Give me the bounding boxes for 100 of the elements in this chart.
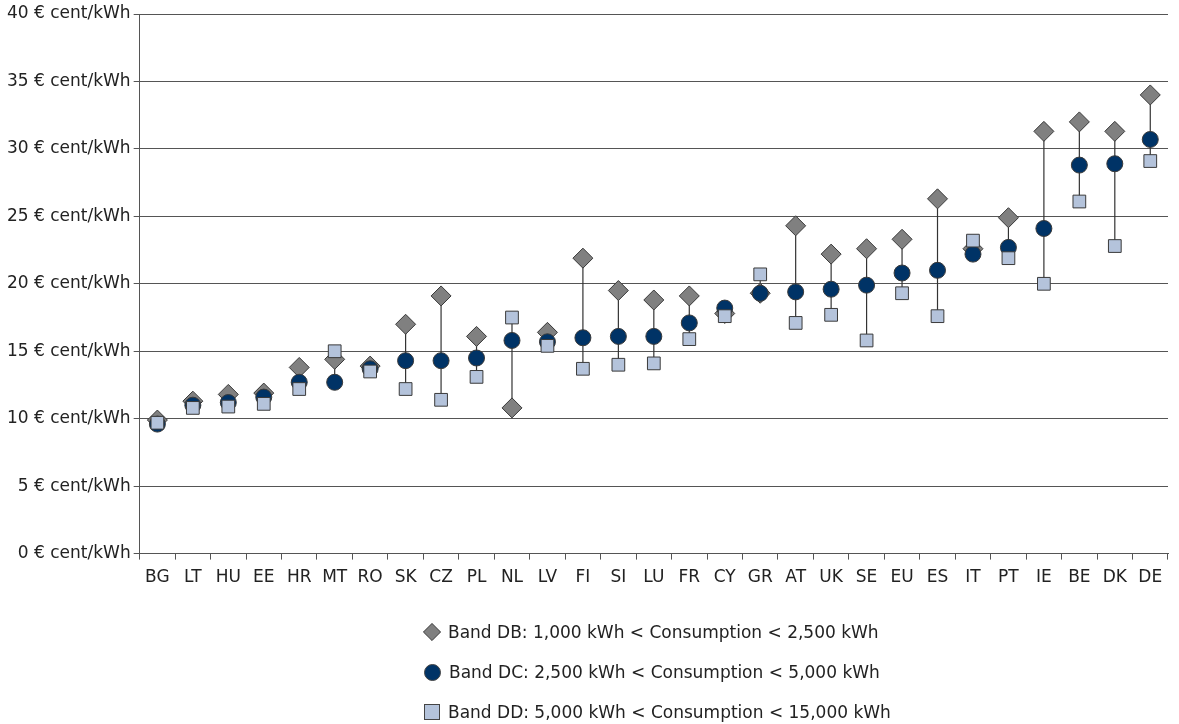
point [501, 397, 523, 419]
point [645, 327, 663, 345]
point [891, 228, 913, 250]
point [432, 352, 450, 370]
point [292, 382, 307, 396]
x-tick-label: CZ [429, 566, 453, 587]
legend-label: Band DB: 1,000 kWh < Consumption < 2,500 kWh [448, 622, 879, 642]
point [1068, 111, 1090, 133]
point [288, 356, 310, 378]
point [682, 332, 697, 346]
point [859, 333, 874, 348]
point [1139, 84, 1161, 106]
point [927, 188, 949, 210]
y-tick-label: 10 € cent/kWh [6, 407, 131, 428]
point [643, 289, 665, 311]
point [185, 401, 200, 415]
point [1104, 120, 1126, 142]
point [964, 245, 982, 263]
point [572, 247, 594, 269]
point [466, 325, 488, 347]
point [787, 283, 805, 301]
y-tick-label: 25 € cent/kWh [6, 204, 131, 225]
y-tick-label: 35 € cent/kWh [6, 69, 131, 90]
x-tick-label: PL [466, 566, 487, 587]
y-tick-label: 0 € cent/kWh [17, 542, 131, 563]
point [1037, 276, 1051, 291]
point [717, 309, 732, 324]
point [611, 357, 626, 372]
x-tick-label: DK [1102, 566, 1128, 587]
point [576, 361, 590, 376]
point [966, 233, 980, 248]
x-tick-label: UK [819, 566, 844, 587]
point [468, 349, 486, 367]
x-tick-label: IE [1036, 566, 1052, 587]
x-tick-label: GR [747, 566, 773, 587]
point [503, 331, 521, 349]
point [1107, 239, 1122, 253]
x-tick-label: BE [1068, 566, 1091, 587]
point [822, 280, 840, 298]
point [820, 243, 842, 265]
y-tick-label: 30 € cent/kWh [6, 137, 131, 158]
point [430, 285, 452, 307]
point [398, 382, 413, 396]
x-tick-label: LV [537, 566, 558, 587]
x-tick-label: MT [322, 566, 348, 587]
point [326, 373, 344, 391]
point [1001, 251, 1016, 266]
x-tick-label: IT [965, 566, 982, 587]
point [363, 364, 378, 379]
point [858, 276, 876, 294]
point [856, 238, 878, 260]
x-tick-label: SK [394, 566, 418, 587]
point [1106, 155, 1124, 173]
point [824, 307, 838, 322]
y-tick-label: 5 € cent/kWh [17, 474, 131, 495]
x-tick-label: DE [1138, 566, 1163, 587]
point [930, 309, 945, 324]
x-tick-label: RO [357, 566, 383, 587]
point [753, 267, 768, 282]
y-tick-label: 40 € cent/kWh [6, 2, 131, 23]
point [1035, 219, 1053, 237]
legend-label: Band DD: 5,000 kWh < Consumption < 15,000 kWh [448, 702, 891, 722]
point [540, 338, 555, 353]
point [895, 286, 909, 301]
legend-label: Band DC: 2,500 kWh < Consumption < 5,000 kWh [449, 662, 880, 682]
point [574, 329, 592, 347]
x-tick-label: PT [998, 566, 1020, 587]
x-tick-label: CY [713, 566, 737, 587]
point [505, 310, 519, 325]
y-tick-label: 20 € cent/kWh [6, 272, 131, 293]
point [1070, 156, 1088, 174]
y-tick-label: 15 € cent/kWh [6, 339, 131, 360]
x-tick-label: FI [575, 566, 591, 587]
point [469, 370, 484, 384]
point [678, 285, 700, 307]
x-tick-label: EE [253, 566, 275, 587]
point [680, 314, 698, 332]
point [646, 356, 661, 371]
point [397, 352, 415, 370]
point [1072, 194, 1087, 209]
point [395, 313, 417, 335]
x-tick-label: FR [678, 566, 701, 587]
point [785, 215, 807, 237]
point [327, 344, 342, 359]
point [1141, 130, 1159, 148]
point [893, 264, 911, 282]
point [1033, 120, 1055, 142]
x-tick-label: LU [643, 566, 665, 587]
x-tick-label: HR [286, 566, 312, 587]
point [788, 316, 803, 330]
x-tick-label: SI [610, 566, 627, 587]
point [997, 207, 1019, 229]
x-tick-label: NL [500, 566, 524, 587]
point [221, 399, 236, 414]
x-tick-label: EU [890, 566, 914, 587]
point [256, 397, 271, 411]
point [609, 327, 627, 345]
point [434, 392, 448, 407]
x-tick-label: AT [785, 566, 807, 587]
x-tick-label: ES [926, 566, 949, 587]
